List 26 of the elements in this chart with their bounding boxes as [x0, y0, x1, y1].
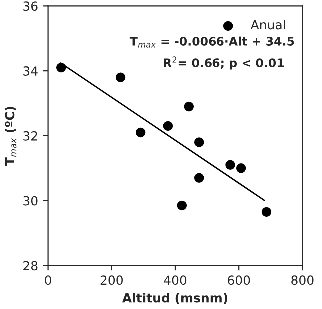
- annotation: T$_{max}$ = -0.0066·Alt + 34.5: [130, 36, 294, 48]
- point: [116, 72, 126, 82]
- point: [226, 160, 236, 170]
- point: [262, 207, 272, 218]
- point: [194, 138, 204, 148]
- point: [194, 173, 204, 183]
- y-tick-label: 32: [24, 131, 38, 141]
- legend-label: Anual: [250, 20, 286, 30]
- y-axis-title: T$_{max}$ (ºC): [5, 107, 17, 166]
- point: [236, 164, 246, 174]
- point: [163, 121, 174, 132]
- point: [56, 62, 66, 73]
- y-tick-label: 30: [24, 196, 38, 206]
- y-tick-label: 28: [24, 261, 38, 271]
- x-tick-label: 800: [292, 276, 314, 286]
- x-tick-label: 200: [100, 276, 123, 286]
- point: [177, 200, 188, 211]
- point: [184, 102, 194, 112]
- x-tick-label: 0: [45, 276, 52, 286]
- y-tick-label: 36: [24, 2, 38, 12]
- x-tick-label: 400: [164, 276, 187, 286]
- point: [136, 128, 146, 138]
- y-tick-label: 34: [24, 66, 38, 76]
- x-tick-label: 600: [228, 276, 250, 286]
- annotation: R$^{2}$= 0.66; p < 0.01: [164, 56, 284, 70]
- x-axis-title: Altitud (msnm): [122, 293, 228, 304]
